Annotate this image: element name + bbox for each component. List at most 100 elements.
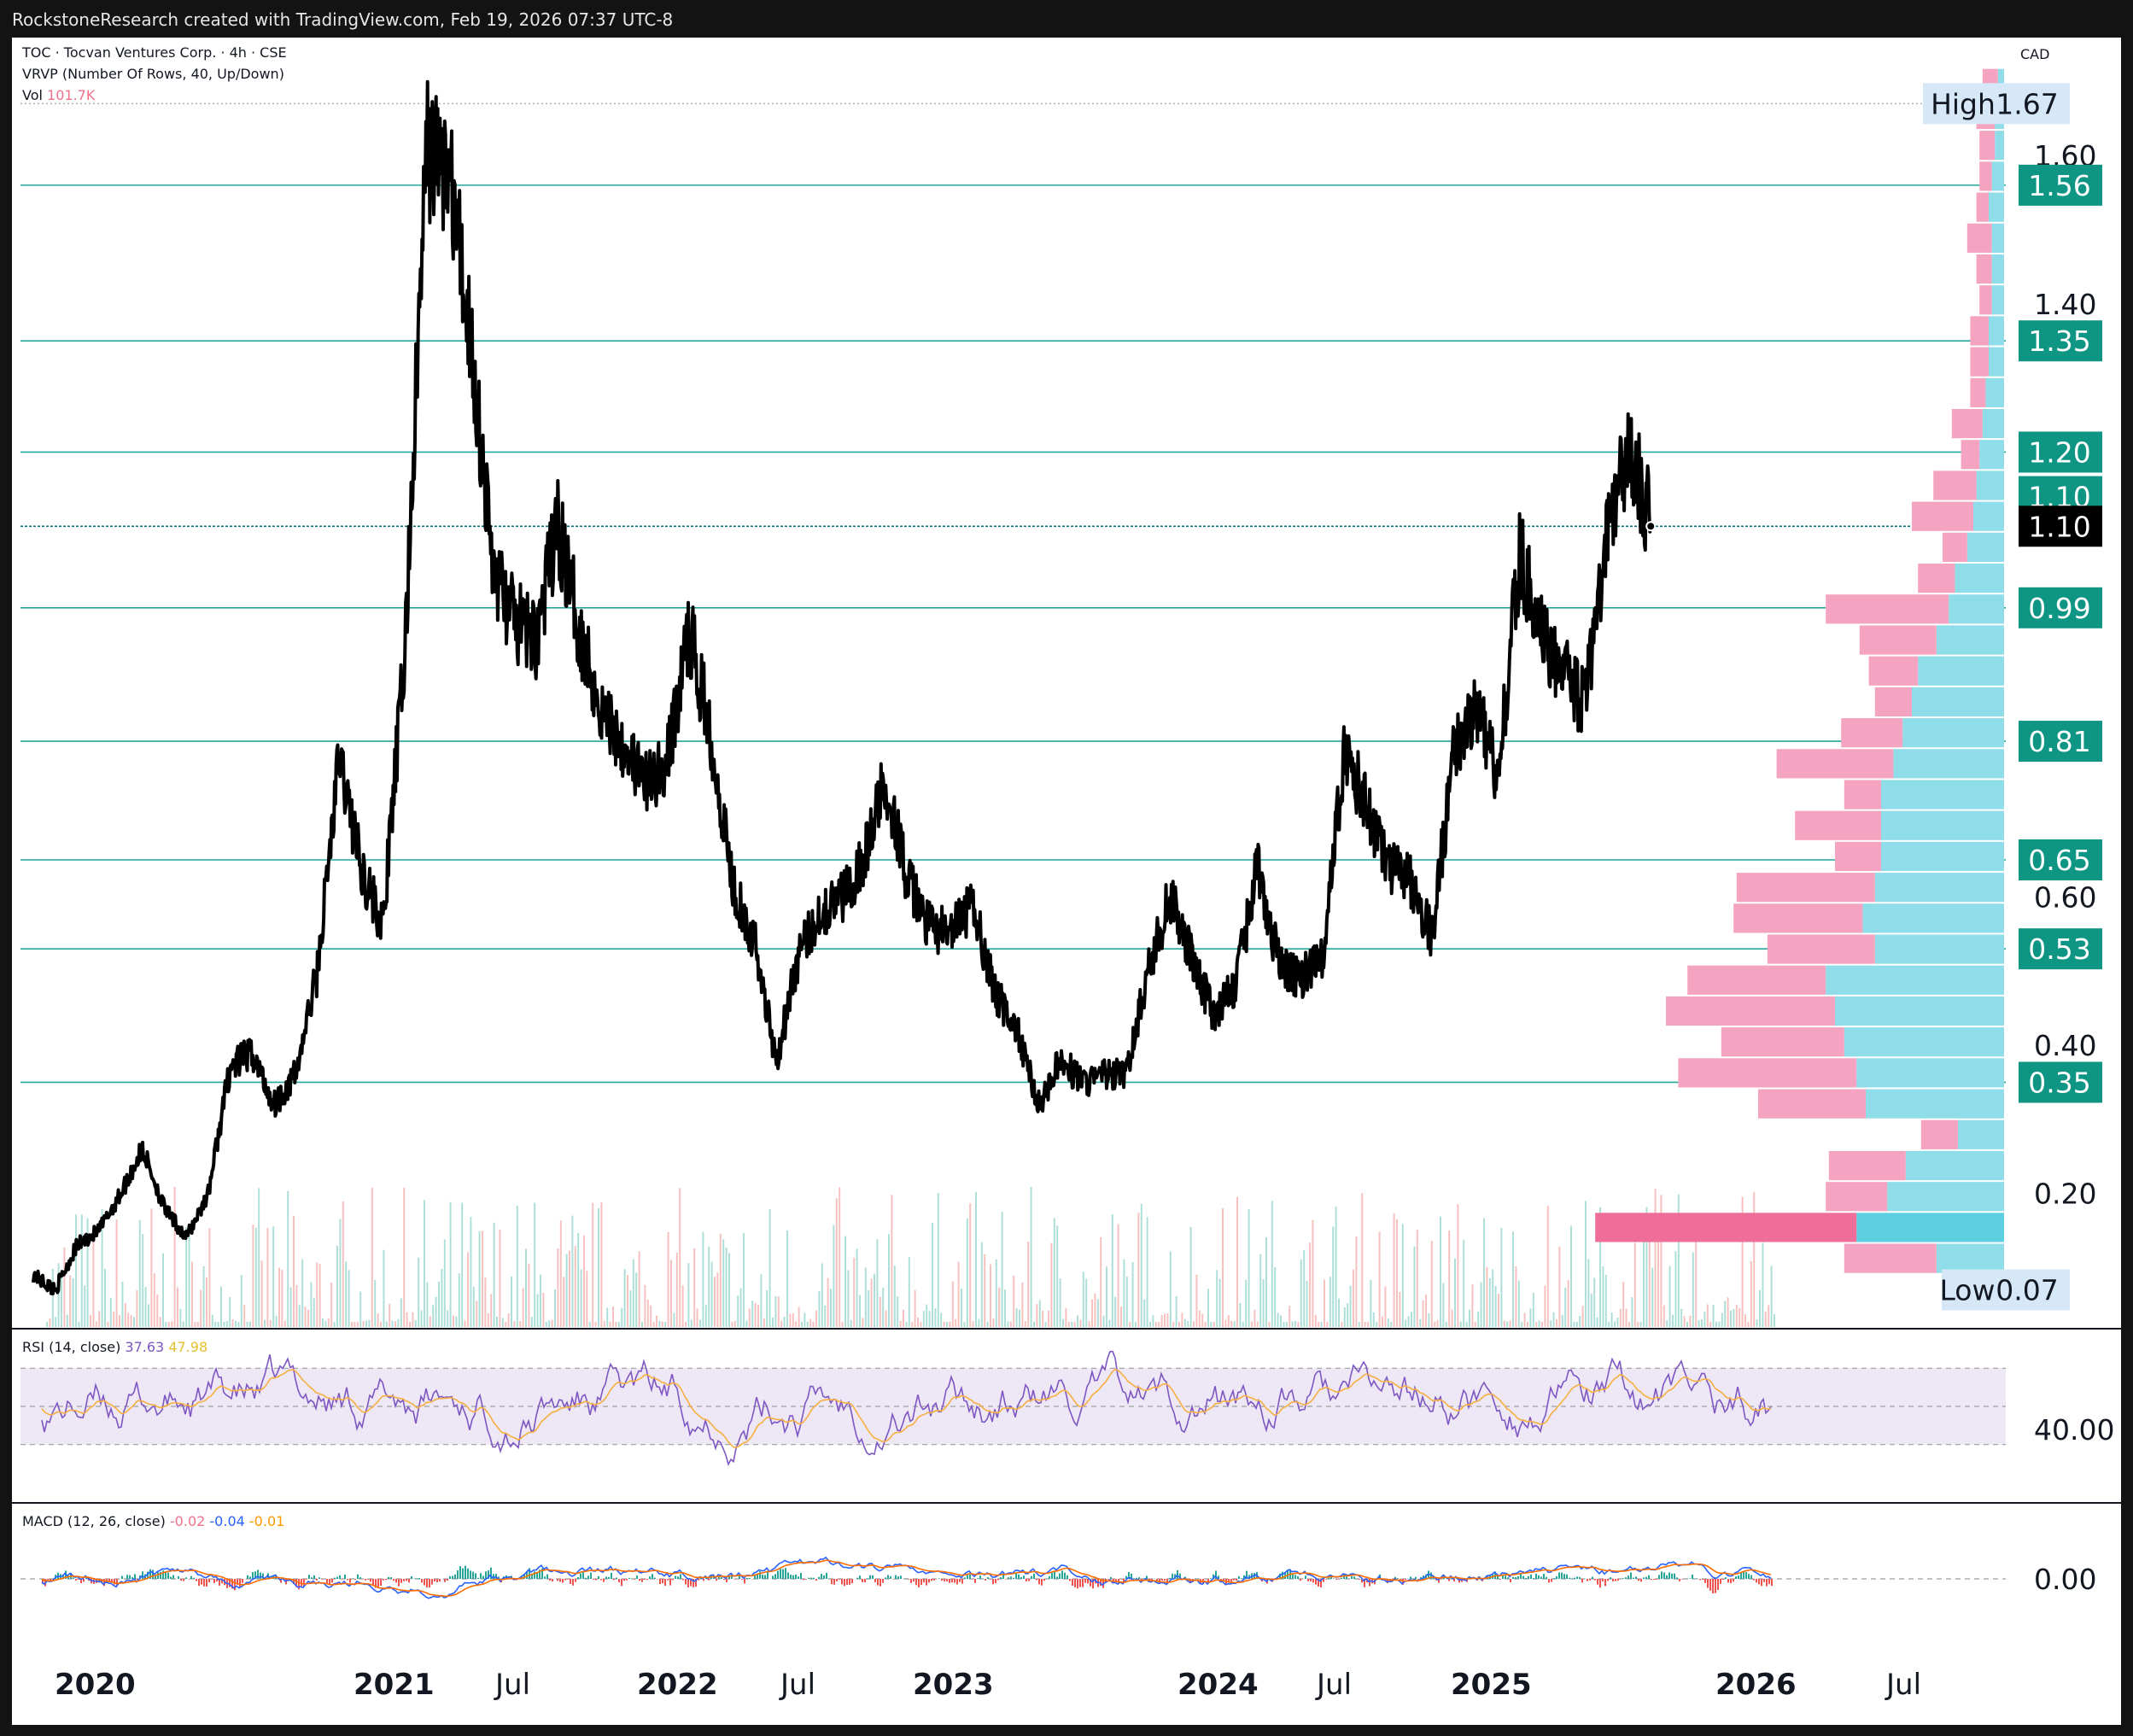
macd-histogram-bar [869,1575,871,1579]
macd-histogram-bar [787,1572,789,1579]
macd-histogram-bar [1054,1571,1055,1579]
volume-bar [1294,1320,1296,1327]
volume-bar [1117,1224,1119,1327]
macd-histogram-bar [1533,1578,1534,1579]
volume-profile-up-row [1881,810,2004,840]
volume-bar [144,1287,147,1327]
macd-histogram-bar [910,1579,912,1583]
macd-histogram-bar [529,1568,530,1579]
macd-histogram-bar [142,1571,143,1579]
volume-bar [220,1286,222,1327]
macd-histogram-bar [249,1576,251,1579]
rsi-ma-line[interactable] [41,1368,1772,1448]
volume-bar [519,1321,522,1327]
price-line-series[interactable] [32,79,1653,1296]
macd-histogram-bar [359,1576,361,1579]
volume-bar [1268,1322,1271,1327]
macd-line[interactable] [41,1556,1772,1599]
chart-panel[interactable]: 1.60 1.40 0.60 0.40 0.20 1.56 1.35 1.20 0.99 0.81… [12,38,2121,1725]
macd-histogram-bar [874,1579,876,1582]
rsi-line[interactable] [41,1350,1772,1466]
time-axis-label: Jul [1315,1668,1352,1702]
volume-bar [1195,1274,1198,1327]
macd-histogram-bar [926,1579,927,1586]
volume-bar [745,1320,748,1327]
macd-histogram-bar [1361,1579,1363,1583]
volume-bar [1756,1319,1758,1327]
macd-histogram-bar [1146,1575,1148,1579]
level-tag: 0.99 [2028,592,2090,625]
macd-histogram-bar [844,1579,845,1587]
macd-histogram-bar [1230,1579,1232,1582]
volume-bar [827,1277,829,1327]
macd-histogram-bar [680,1574,681,1579]
volume-bar [940,1312,943,1327]
volume-bar [1067,1321,1070,1327]
volume-bar [644,1284,646,1327]
volume-bar [1053,1218,1055,1327]
chart-canvas[interactable]: 1.601.400.600.400.201.561.351.200.990.81… [12,38,2121,1725]
macd-histogram-bar [1458,1579,1460,1583]
macd-histogram-bar [1763,1579,1765,1582]
volume-bar [455,1316,458,1327]
volume-bar [612,1306,614,1327]
volume-bar [1527,1321,1528,1327]
macd-histogram-bar [913,1579,915,1582]
time-axis-label: 2021 [354,1668,435,1702]
volume-bar [443,1239,446,1327]
macd-histogram-bar [1008,1577,1009,1579]
macd-histogram-bar [1643,1577,1645,1579]
symbol-legend[interactable]: TOC · Tocvan Ventures Corp. · 4h · CSE [22,44,287,61]
macd-signal-line[interactable] [41,1559,1772,1598]
volume-profile-up-row [1958,1119,2004,1149]
macd-histogram-bar [201,1579,202,1585]
volume-profile-up-row [1991,161,2004,191]
volume-bar [283,1320,286,1327]
macd-histogram-bar [780,1569,781,1579]
macd-histogram-bar [1758,1579,1760,1585]
volume-bar [414,1319,417,1327]
volume-bar [1239,1303,1242,1327]
macd-histogram-bar [385,1579,387,1581]
volume-bar [1674,1251,1677,1327]
volume-bar [972,1321,974,1327]
volume-bar [385,1321,388,1327]
volume-bar [1178,1321,1180,1327]
macd-histogram-bar [782,1569,784,1579]
macd-histogram-bar [536,1572,538,1579]
rsi-legend[interactable]: RSI (14, close) 37.63 47.98 [22,1339,207,1355]
volume-legend[interactable]: Vol 101.7K [22,87,95,103]
volume-bar [130,1315,132,1327]
macd-histogram-bar [1261,1579,1263,1582]
volume-bar [1532,1293,1534,1327]
volume-bar [75,1214,77,1327]
level-tag: 1.20 [2028,435,2090,469]
volume-bar [487,1313,489,1327]
macd-histogram-bar [452,1575,453,1579]
vrvp-legend[interactable]: VRVP (Number Of Rows, 40, Up/Down) [22,66,284,82]
volume-bar [1009,1321,1012,1327]
volume-bar [685,1321,687,1327]
macd-histogram-bar [1768,1579,1770,1585]
volume-bar [1637,1321,1639,1327]
macd-histogram-bar [367,1579,369,1580]
volume-bar [926,1304,928,1327]
volume-bar [839,1187,841,1327]
volume-bar [1102,1315,1105,1327]
volume-bar [188,1227,190,1327]
macd-histogram-bar [1394,1576,1396,1579]
volume-bar [1021,1282,1024,1327]
volume-bar [1416,1230,1418,1327]
volume-bar [739,1288,742,1327]
macd-histogram-bar [80,1579,82,1584]
macd-histogram-bar [879,1579,881,1587]
volume-bar [629,1290,632,1327]
macd-histogram-bar [1505,1575,1506,1579]
volume-bar [1683,1316,1686,1327]
level-tag-bg [2019,431,2102,473]
volume-bar [600,1201,603,1327]
macd-histogram-bar [380,1579,382,1586]
macd-histogram-bar [485,1571,487,1579]
volume-bar [447,1310,449,1327]
macd-legend[interactable]: MACD (12, 26, close) -0.02 -0.04 -0.01 [22,1513,284,1529]
